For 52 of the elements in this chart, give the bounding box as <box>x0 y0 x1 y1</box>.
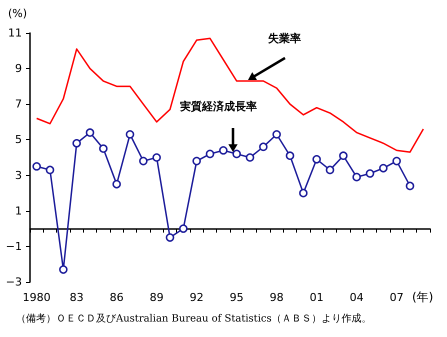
point <box>139 156 148 166</box>
y-tick-label: 5 <box>15 133 22 146</box>
x-tick-label: 86 <box>110 291 124 304</box>
point <box>392 156 401 166</box>
point <box>272 130 281 139</box>
y-tick-label: 11 <box>8 26 22 40</box>
x-tick-label: 89 <box>150 291 164 304</box>
point <box>179 224 188 233</box>
x-tick-label: 98 <box>270 291 284 304</box>
x-tick-label: 04 <box>350 291 364 304</box>
x-axis-title: (年) <box>412 290 434 304</box>
point <box>152 153 161 162</box>
point <box>46 166 54 174</box>
point <box>59 265 68 274</box>
point <box>379 164 388 172</box>
point <box>259 142 268 152</box>
x-tick-label: 01 <box>310 291 324 304</box>
point <box>219 146 228 155</box>
point <box>299 188 308 198</box>
annotation: 実質経済成長率 <box>179 100 257 113</box>
point <box>232 150 241 158</box>
y-tick-label: 3 <box>15 168 22 182</box>
point <box>326 166 334 174</box>
point <box>112 180 121 188</box>
point <box>339 151 348 160</box>
y-tick-label: −1 <box>6 240 22 253</box>
y-tick-label: 7 <box>15 98 22 111</box>
point <box>286 151 294 160</box>
x-tick-label: 83 <box>70 291 84 304</box>
point <box>166 233 174 242</box>
x-tick-label: 07 <box>390 291 404 304</box>
point <box>72 139 81 148</box>
point <box>246 153 254 162</box>
point <box>406 182 414 190</box>
point <box>206 150 214 158</box>
y-tick-label: −3 <box>6 276 22 288</box>
point <box>86 128 94 137</box>
y-axis-title: (%) <box>8 7 28 20</box>
point <box>312 155 321 164</box>
annotation: 失業率 <box>268 32 301 45</box>
point <box>126 130 134 139</box>
point <box>32 162 41 171</box>
y-tick-label: 1 <box>15 204 22 218</box>
point <box>192 156 201 166</box>
point <box>99 144 108 153</box>
x-tick-label: 92 <box>190 291 204 304</box>
text: （備考）ＯＥＣＤ及びAustralian Bureau of Statistics（ＡＢＳ）より作成。 <box>16 312 372 324</box>
point <box>366 169 374 178</box>
x-tick-label: 95 <box>230 291 244 304</box>
point <box>352 172 361 182</box>
y-tick-label: 9 <box>15 62 22 76</box>
x-tick-label: 1980 <box>22 291 51 304</box>
